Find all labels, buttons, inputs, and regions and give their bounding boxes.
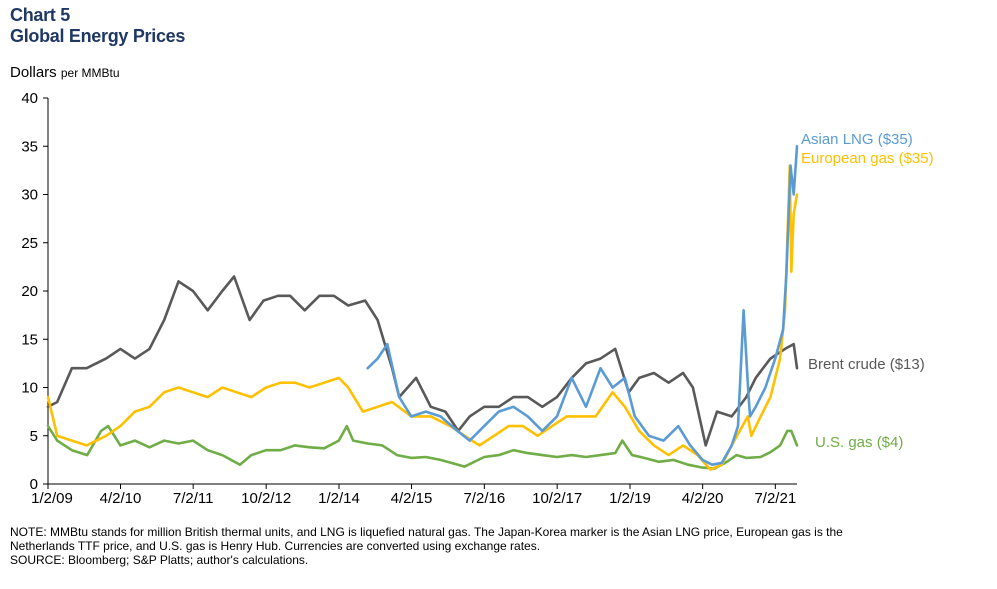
chart-number: Chart 5 [10, 5, 70, 25]
y-tick-label: 30 [21, 187, 38, 204]
series-lines [46, 145, 799, 471]
source-line: SOURCE: Bloomberg; S&P Platts; author's … [10, 553, 309, 567]
chart-title: Chart 5 Global Energy Prices [10, 5, 185, 47]
x-tick-label: 4/2/15 [391, 490, 433, 507]
note-line-2: Netherlands TTF price, and U.S. gas is H… [10, 539, 541, 553]
series-label-u-s-gas: U.S. gas ($4) [815, 434, 903, 451]
series-label-european-gas: European gas ($35) [801, 150, 934, 167]
y-tick-label: 20 [21, 283, 38, 300]
x-tick-label: 4/2/10 [100, 490, 142, 507]
y-tick-label: 10 [21, 380, 38, 397]
chart-notes: NOTE: MMBtu stands for million British t… [10, 525, 985, 567]
x-tick-label: 4/2/20 [682, 490, 724, 507]
x-tick-label: 1/2/09 [31, 490, 73, 507]
y-tick-label: 35 [21, 138, 38, 155]
series-line-asian-lng [366, 145, 799, 466]
y-tick-label: 25 [21, 235, 38, 252]
y-axis-unit-label: Dollars per MMBtu [10, 64, 120, 81]
series-labels: Asian LNG ($35) European gas ($35) Brent c… [801, 131, 934, 451]
y-tick-label: 15 [21, 331, 38, 348]
x-tick-label: 10/2/17 [532, 490, 582, 507]
x-tick-label: 7/2/21 [754, 490, 796, 507]
x-tick-label: 10/2/12 [241, 490, 291, 507]
chart-name: Global Energy Prices [10, 26, 186, 46]
y-tick-label: 0 [30, 476, 38, 493]
series-label-asian-lng: Asian LNG ($35) [801, 131, 913, 148]
x-tick-label: 7/2/11 [173, 490, 214, 507]
y-tick-label: 40 [21, 90, 38, 107]
unit-main: Dollars [10, 64, 57, 81]
x-tick-label: 1/2/19 [609, 490, 651, 507]
axes: 0 5 10 15 20 25 30 35 40 1/2/09 4/2/10 7/2/11 10/2/1… [21, 90, 797, 507]
unit-small: per MMBtu [60, 66, 120, 80]
y-tick-label: 5 [30, 428, 38, 445]
line-chart: 0 5 10 15 20 25 30 35 40 1/2/09 4/2/10 7/2/11 10/2/1… [21, 90, 934, 507]
series-line-european-gas [46, 164, 799, 471]
series-line-brent-crude [46, 275, 799, 447]
note-line-1: NOTE: MMBtu stands for million British t… [10, 525, 843, 539]
series-label-brent-crude: Brent crude ($13) [808, 356, 925, 373]
x-tick-label: 7/2/16 [463, 490, 505, 507]
x-tick-label: 1/2/14 [318, 490, 360, 507]
